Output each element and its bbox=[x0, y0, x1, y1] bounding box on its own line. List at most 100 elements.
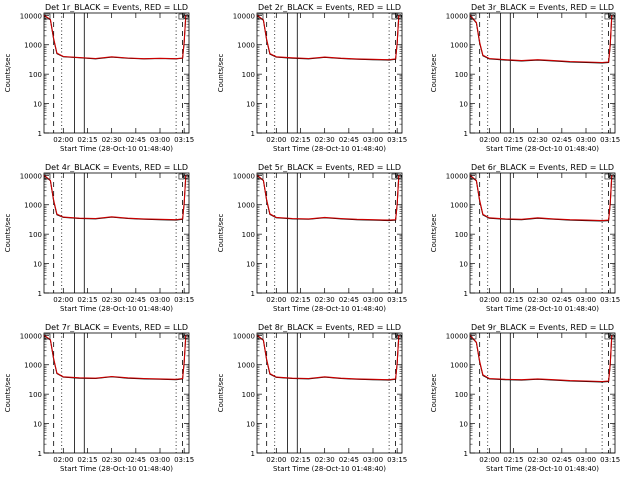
y-tick-label: 100 bbox=[29, 391, 42, 399]
lld-series-line bbox=[43, 174, 187, 221]
x-axis-label: Start Time (28-Oct-10 01:48:40) bbox=[273, 465, 386, 473]
lld-series-line bbox=[256, 334, 400, 381]
x-tick-label: 03:00 bbox=[150, 136, 170, 144]
y-tick-label: 1000 bbox=[450, 362, 468, 370]
x-tick-label: 03:15 bbox=[174, 296, 194, 304]
detector-panel: Det 7r_BLACK = Events, RED = LLD 1 10 100 10… bbox=[4, 323, 194, 473]
y-tick-label: 1000 bbox=[450, 202, 468, 210]
start-marker bbox=[470, 173, 477, 180]
events-series-line bbox=[43, 174, 187, 221]
x-tick-label: 02:45 bbox=[552, 296, 572, 304]
panel-title: Det 8r_BLACK = Events, RED = LLD bbox=[258, 323, 401, 332]
lld-series-line bbox=[469, 174, 613, 222]
events-series-line bbox=[469, 174, 613, 222]
y-axis-label: Counts/sec bbox=[430, 54, 438, 93]
start-marker bbox=[257, 333, 264, 340]
y-tick-label: 1 bbox=[464, 130, 468, 138]
y-tick-label: 10000 bbox=[20, 12, 42, 20]
x-axis-label: Start Time (28-Oct-10 01:48:40) bbox=[60, 305, 173, 313]
panel-title: Det 3r_BLACK = Events, RED = LLD bbox=[471, 3, 614, 12]
events-series-line bbox=[256, 174, 400, 222]
panel-title: Det 4r_BLACK = Events, RED = LLD bbox=[45, 163, 188, 172]
y-tick-label: 1000 bbox=[24, 202, 42, 210]
end-marker bbox=[604, 173, 611, 180]
y-axis-label: Counts/sec bbox=[217, 374, 225, 413]
x-tick-label: 03:00 bbox=[576, 136, 596, 144]
x-tick-label: 03:00 bbox=[576, 456, 596, 464]
detector-panel: Det 2r_BLACK = Events, RED = LLD 1 10 100 10… bbox=[217, 3, 407, 153]
x-tick-label: 02:45 bbox=[126, 136, 146, 144]
panel-title: Det 2r_BLACK = Events, RED = LLD bbox=[258, 3, 401, 12]
y-tick-label: 10000 bbox=[20, 332, 42, 340]
detector-panel: Det 8r_BLACK = Events, RED = LLD 1 10 100 10… bbox=[217, 323, 407, 473]
x-tick-label: 03:15 bbox=[174, 456, 194, 464]
start-marker bbox=[44, 333, 51, 340]
end-circle-marker bbox=[608, 13, 615, 20]
x-tick-label: 02:15 bbox=[503, 456, 523, 464]
events-series-line bbox=[256, 14, 400, 61]
events-series-line bbox=[256, 334, 400, 381]
x-tick-label: 02:30 bbox=[102, 296, 122, 304]
x-tick-label: 02:45 bbox=[339, 456, 359, 464]
x-tick-label: 02:45 bbox=[339, 136, 359, 144]
panel-title: Det 5r_BLACK = Events, RED = LLD bbox=[258, 163, 401, 172]
x-tick-label: 03:15 bbox=[387, 296, 407, 304]
y-tick-label: 100 bbox=[455, 231, 468, 239]
plot-frame bbox=[43, 12, 190, 134]
x-axis-label: Start Time (28-Oct-10 01:48:40) bbox=[60, 465, 173, 473]
x-tick-label: 02:30 bbox=[528, 456, 548, 464]
y-tick-label: 10 bbox=[246, 261, 255, 269]
plot-frame bbox=[43, 172, 190, 294]
y-tick-label: 1 bbox=[464, 290, 468, 298]
x-tick-label: 02:45 bbox=[339, 296, 359, 304]
y-tick-label: 10000 bbox=[20, 172, 42, 180]
x-tick-label: 02:30 bbox=[528, 136, 548, 144]
x-tick-label: 02:45 bbox=[552, 456, 572, 464]
x-tick-label: 02:30 bbox=[315, 456, 335, 464]
x-tick-label: 02:00 bbox=[53, 136, 73, 144]
start-marker bbox=[470, 333, 477, 340]
x-tick-label: 02:00 bbox=[479, 296, 499, 304]
plot-frame bbox=[256, 12, 403, 134]
y-tick-label: 10 bbox=[459, 421, 468, 429]
y-tick-label: 1 bbox=[251, 450, 255, 458]
plot-frame bbox=[469, 172, 616, 294]
x-tick-label: 02:00 bbox=[266, 296, 286, 304]
events-series-line bbox=[43, 334, 187, 381]
y-tick-label: 1 bbox=[38, 450, 42, 458]
x-axis-label: Start Time (28-Oct-10 01:48:40) bbox=[486, 305, 599, 313]
y-tick-label: 100 bbox=[455, 391, 468, 399]
detector-panel: Det 1r_BLACK = Events, RED = LLD 1 10 100 10… bbox=[4, 3, 194, 153]
y-tick-label: 100 bbox=[29, 71, 42, 79]
y-tick-label: 1 bbox=[38, 290, 42, 298]
x-tick-label: 02:45 bbox=[126, 296, 146, 304]
x-tick-label: 03:15 bbox=[600, 136, 620, 144]
x-tick-label: 02:00 bbox=[53, 456, 73, 464]
lld-series-line bbox=[256, 14, 400, 61]
x-tick-label: 02:30 bbox=[315, 136, 335, 144]
end-circle-marker bbox=[608, 173, 615, 180]
x-tick-label: 02:30 bbox=[315, 296, 335, 304]
x-tick-label: 03:15 bbox=[600, 296, 620, 304]
y-tick-label: 1000 bbox=[450, 42, 468, 50]
x-tick-label: 03:00 bbox=[363, 296, 383, 304]
x-tick-label: 02:15 bbox=[77, 456, 97, 464]
x-tick-label: 03:15 bbox=[387, 136, 407, 144]
x-tick-label: 03:00 bbox=[150, 296, 170, 304]
detector-panel: Det 5r_BLACK = Events, RED = LLD 1 10 100 10… bbox=[217, 163, 407, 313]
x-tick-label: 02:15 bbox=[77, 136, 97, 144]
x-tick-label: 02:30 bbox=[102, 136, 122, 144]
x-tick-label: 02:15 bbox=[77, 296, 97, 304]
y-tick-label: 1000 bbox=[237, 42, 255, 50]
y-tick-label: 10 bbox=[246, 421, 255, 429]
x-tick-label: 02:00 bbox=[479, 136, 499, 144]
end-marker bbox=[391, 173, 398, 180]
x-tick-label: 02:00 bbox=[53, 296, 73, 304]
y-axis-label: Counts/sec bbox=[217, 214, 225, 253]
y-axis-label: Counts/sec bbox=[4, 374, 12, 413]
end-circle-marker bbox=[182, 333, 189, 340]
x-tick-label: 02:45 bbox=[126, 456, 146, 464]
x-tick-label: 02:00 bbox=[479, 456, 499, 464]
y-axis-label: Counts/sec bbox=[430, 374, 438, 413]
y-tick-label: 10000 bbox=[446, 12, 468, 20]
